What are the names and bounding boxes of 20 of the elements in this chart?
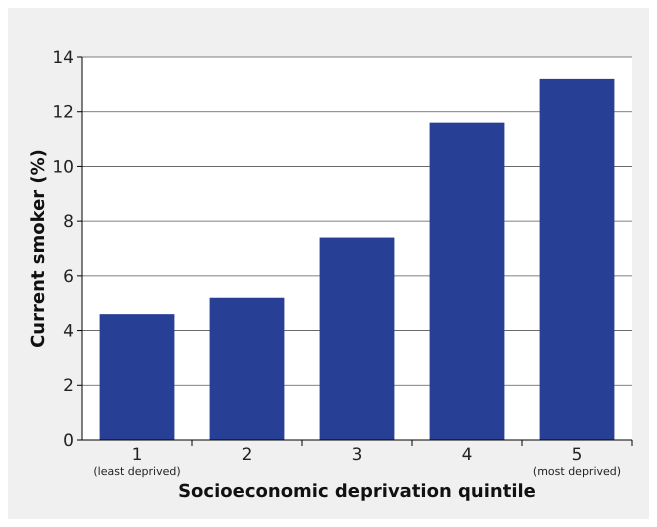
y-tick-label: 0 [63, 430, 74, 451]
bar [100, 314, 174, 440]
y-tick-label: 6 [63, 266, 74, 287]
x-tick-label: 4 [462, 445, 472, 465]
x-axis-title: Socioeconomic deprivation quintile [178, 481, 536, 502]
x-tick-label: 5 (most deprived) [532, 445, 622, 478]
x-tick-label: 3 [352, 445, 362, 465]
x-tick-label: 2 [242, 445, 252, 465]
bar [540, 78, 614, 440]
y-tick-label: 2 [63, 376, 74, 396]
y-tick-label: 14 [52, 48, 74, 68]
y-tick-label: 10 [52, 157, 74, 178]
bar [430, 122, 504, 440]
y-tick-label: 4 [63, 322, 74, 342]
y-axis-title: Current smoker (%) [28, 149, 49, 348]
bar [320, 238, 394, 440]
bar [210, 298, 284, 440]
x-tick-label: 1 (least deprived) [93, 445, 181, 478]
y-tick-label: 12 [52, 102, 74, 123]
y-tick-label: 8 [63, 212, 74, 232]
